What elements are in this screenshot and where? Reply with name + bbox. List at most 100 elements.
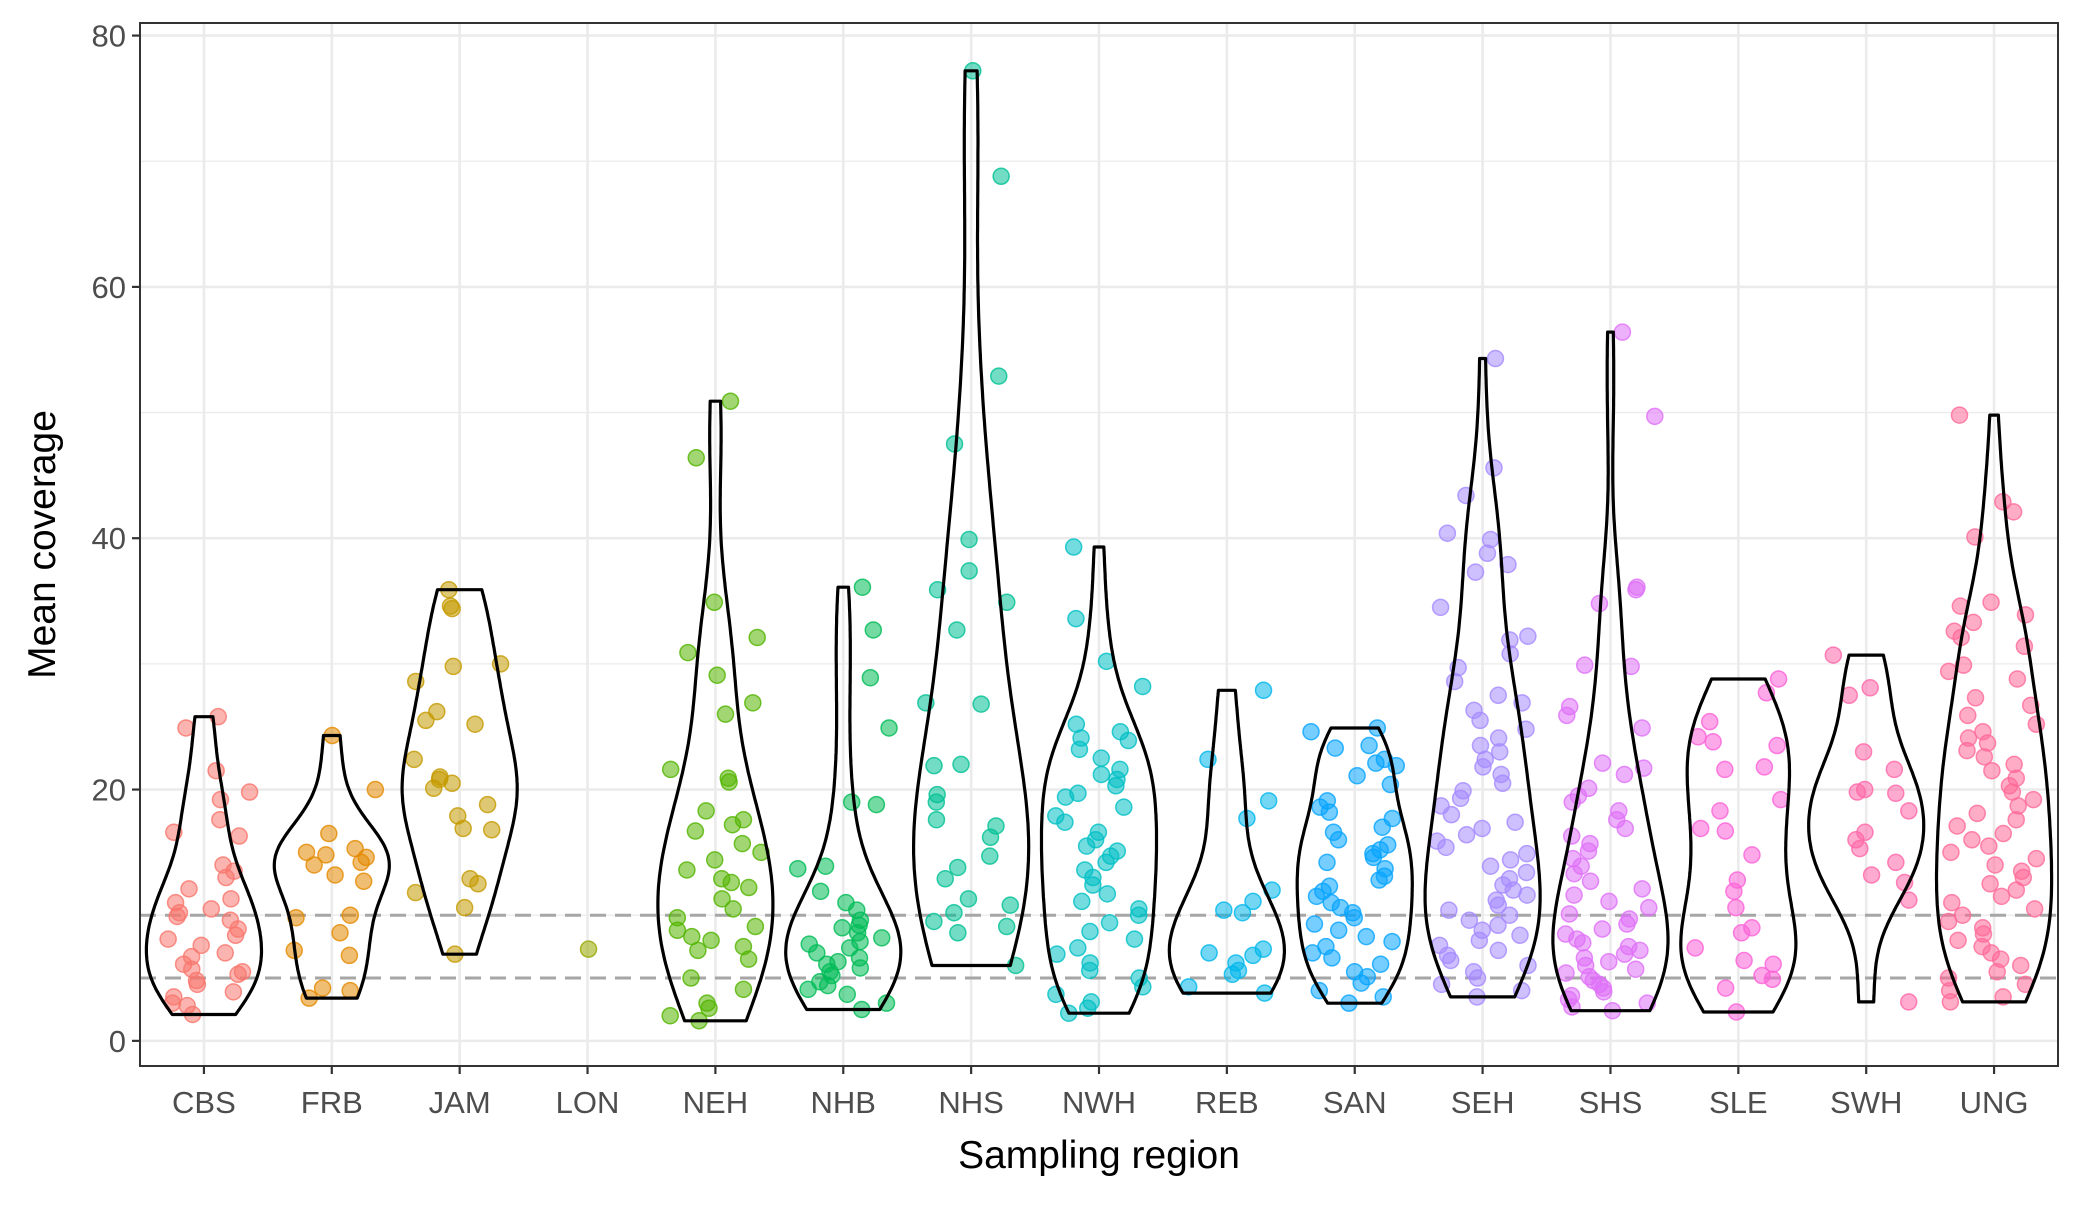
data-point <box>1711 802 1729 820</box>
data-point <box>1499 555 1517 574</box>
data-point <box>466 715 484 733</box>
data-point <box>1489 896 1507 914</box>
data-point <box>1305 915 1324 933</box>
data-point <box>1070 740 1089 759</box>
data-point <box>1115 798 1133 816</box>
data-point <box>925 756 943 775</box>
data-point <box>936 870 954 888</box>
x-tick-label: SWH <box>1830 1085 1902 1120</box>
data-point <box>1517 863 1536 882</box>
violin-shape <box>1551 330 1670 1013</box>
data-point <box>1618 915 1636 933</box>
data-point <box>1367 754 1385 772</box>
data-point <box>1233 903 1252 922</box>
data-point <box>1948 817 1966 835</box>
violin-shape <box>400 588 519 956</box>
data-point <box>1558 706 1576 725</box>
data-point <box>354 872 373 891</box>
data-point <box>331 924 349 942</box>
data-point <box>1854 743 1873 761</box>
data-point <box>1470 931 1489 950</box>
data-point <box>1768 736 1786 755</box>
data-point <box>1769 670 1788 688</box>
data-point <box>1964 613 1983 632</box>
reference-lines <box>140 913 2058 980</box>
data-point <box>1716 760 1734 779</box>
data-point <box>1244 946 1262 965</box>
data-point <box>1092 749 1110 767</box>
data-point <box>746 917 765 936</box>
data-point <box>478 795 497 814</box>
data-point <box>713 890 731 908</box>
data-point <box>1899 993 1918 1011</box>
data-point <box>1437 838 1455 857</box>
data-point <box>443 599 461 618</box>
data-point <box>579 940 598 958</box>
data-point <box>1468 969 1487 987</box>
data-point <box>180 880 198 898</box>
data-point <box>1646 407 1664 426</box>
data-point <box>1326 739 1344 757</box>
data-point <box>1581 872 1600 891</box>
data-point <box>960 530 978 549</box>
data-point <box>341 981 359 1000</box>
data-point <box>1686 939 1704 957</box>
data-point <box>960 562 978 580</box>
data-point <box>682 969 700 987</box>
data-point <box>1640 898 1658 917</box>
data-point <box>1478 544 1497 563</box>
data-point <box>1613 323 1632 341</box>
violin-shape <box>912 69 1031 968</box>
data-point <box>716 705 735 723</box>
data-point <box>352 853 370 872</box>
data-point <box>1725 882 1743 901</box>
data-point <box>482 821 501 839</box>
data-point <box>224 983 243 1001</box>
data-point <box>1980 837 1998 855</box>
data-point <box>1616 819 1634 838</box>
data-point <box>1981 875 1999 893</box>
y-tick-label: 20 <box>92 773 126 808</box>
data-point <box>455 898 474 917</box>
data-point <box>981 828 1000 847</box>
data-point <box>724 900 742 918</box>
data-point <box>689 941 707 960</box>
data-point <box>853 578 872 596</box>
data-point <box>1100 913 1119 932</box>
data-point <box>733 834 752 853</box>
data-point <box>1441 951 1460 970</box>
violin-shape <box>1423 356 1542 999</box>
violin-layer <box>144 69 2054 1023</box>
data-point <box>873 929 891 947</box>
data-point <box>1215 901 1233 919</box>
data-point <box>1056 788 1075 806</box>
data-point <box>1200 944 1218 962</box>
data-point <box>1460 911 1479 929</box>
data-point <box>320 824 338 843</box>
data-point <box>1371 955 1390 973</box>
data-point <box>867 795 886 814</box>
data-point <box>1727 898 1745 917</box>
data-point <box>818 976 837 995</box>
data-point <box>1451 789 1470 808</box>
data-point <box>159 930 177 948</box>
violin-shape <box>656 399 775 1023</box>
data-point <box>1457 826 1476 844</box>
data-point <box>1107 777 1125 795</box>
data-point <box>1627 580 1645 599</box>
data-point <box>202 900 221 918</box>
data-point <box>1466 563 1485 581</box>
x-tick-label: NHS <box>938 1085 1003 1120</box>
data-point <box>851 959 870 977</box>
data-point <box>1345 908 1363 927</box>
data-point <box>1125 930 1144 948</box>
data-point <box>948 858 967 877</box>
data-point <box>1064 538 1083 556</box>
x-tick-label: NWH <box>1062 1085 1136 1120</box>
data-point <box>661 760 680 779</box>
data-point <box>1493 774 1512 793</box>
data-point <box>1593 920 1612 938</box>
data-point <box>2011 956 2030 975</box>
data-point <box>1373 818 1391 836</box>
